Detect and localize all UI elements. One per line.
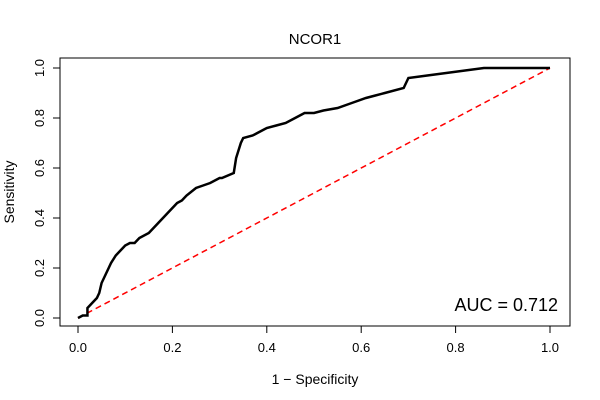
roc-curve-line: [77, 66, 550, 320]
y-axis-label: Sensitivity: [1, 160, 17, 223]
y-tick-label: 1.0: [32, 59, 47, 77]
auc-annotation: AUC = 0.712: [454, 295, 558, 315]
y-axis: 0.0 0.2 0.4 0.6 0.8 1.0: [32, 59, 61, 327]
series-layer: [77, 66, 551, 320]
x-tick-label: 0.2: [163, 340, 181, 355]
x-tick-label: 0.4: [258, 340, 276, 355]
x-tick-label: 1.0: [541, 340, 559, 355]
y-tick-label: 0.2: [32, 259, 47, 277]
chart-title: NCOR1: [289, 31, 342, 48]
y-tick-label: 0.4: [32, 209, 47, 227]
y-tick-label: 0.8: [32, 109, 47, 127]
x-axis-label: 1 − Specificity: [272, 371, 359, 387]
x-tick-label: 0.6: [352, 340, 370, 355]
x-tick-label: 0.0: [69, 340, 87, 355]
y-tick-label: 0.6: [32, 159, 47, 177]
x-tick-label: 0.8: [447, 340, 465, 355]
y-tick-label: 0.0: [32, 309, 47, 327]
x-axis: 0.0 0.2 0.4 0.6 0.8 1.0: [69, 325, 559, 355]
reference-diagonal-line: [77, 67, 551, 319]
